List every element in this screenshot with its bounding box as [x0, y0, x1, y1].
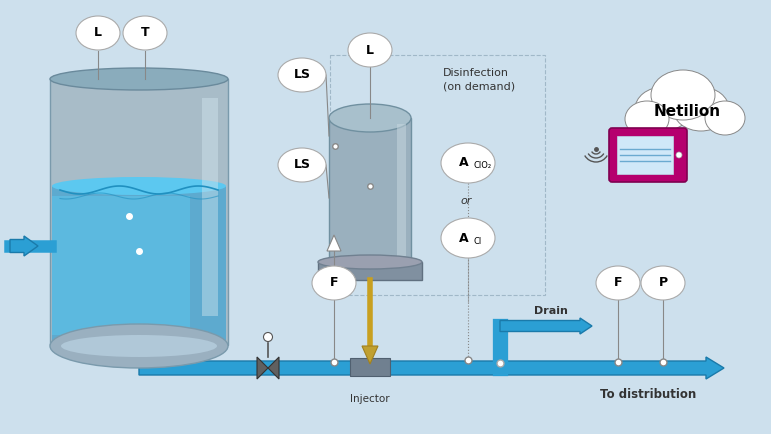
Text: F: F	[614, 276, 622, 289]
FancyBboxPatch shape	[617, 136, 673, 174]
Text: ClO₂: ClO₂	[474, 161, 492, 171]
Ellipse shape	[673, 87, 729, 131]
Ellipse shape	[705, 101, 745, 135]
Ellipse shape	[596, 266, 640, 300]
FancyBboxPatch shape	[329, 118, 411, 266]
Text: P: P	[658, 276, 668, 289]
Ellipse shape	[635, 87, 691, 131]
FancyBboxPatch shape	[609, 128, 687, 182]
Ellipse shape	[76, 16, 120, 50]
Ellipse shape	[50, 324, 228, 368]
Ellipse shape	[651, 70, 715, 120]
Ellipse shape	[50, 68, 228, 90]
FancyBboxPatch shape	[202, 98, 218, 316]
Ellipse shape	[318, 255, 422, 269]
Ellipse shape	[441, 143, 495, 183]
Ellipse shape	[264, 332, 272, 342]
FancyBboxPatch shape	[397, 124, 406, 256]
Ellipse shape	[329, 104, 411, 132]
Ellipse shape	[625, 101, 669, 137]
Polygon shape	[362, 346, 378, 364]
Text: A: A	[460, 157, 469, 170]
FancyBboxPatch shape	[52, 196, 190, 335]
Text: L: L	[94, 26, 102, 39]
Polygon shape	[327, 235, 341, 251]
Ellipse shape	[278, 58, 326, 92]
Text: Disinfection
(on demand): Disinfection (on demand)	[443, 68, 515, 91]
FancyArrow shape	[10, 236, 38, 256]
Ellipse shape	[61, 335, 217, 357]
Text: Cl: Cl	[474, 237, 482, 246]
Text: To distribution: To distribution	[600, 388, 696, 401]
Polygon shape	[268, 357, 279, 379]
Circle shape	[676, 152, 682, 158]
Ellipse shape	[52, 177, 226, 195]
Text: Netilion: Netilion	[654, 103, 721, 118]
Ellipse shape	[278, 148, 326, 182]
Ellipse shape	[123, 16, 167, 50]
Text: LS: LS	[294, 69, 311, 82]
FancyBboxPatch shape	[52, 186, 226, 345]
Text: Drain: Drain	[534, 306, 568, 316]
Text: A: A	[460, 231, 469, 244]
FancyArrow shape	[139, 357, 724, 379]
Text: LS: LS	[294, 158, 311, 171]
Ellipse shape	[312, 266, 356, 300]
Text: F: F	[330, 276, 338, 289]
Text: or: or	[460, 196, 472, 206]
FancyArrow shape	[500, 318, 592, 334]
FancyBboxPatch shape	[350, 358, 390, 376]
FancyBboxPatch shape	[50, 79, 228, 345]
Text: Injector: Injector	[350, 394, 390, 404]
Ellipse shape	[348, 33, 392, 67]
Text: T: T	[140, 26, 150, 39]
FancyBboxPatch shape	[318, 262, 422, 280]
Text: L: L	[366, 43, 374, 56]
Ellipse shape	[441, 218, 495, 258]
Ellipse shape	[641, 266, 685, 300]
Polygon shape	[257, 357, 268, 379]
